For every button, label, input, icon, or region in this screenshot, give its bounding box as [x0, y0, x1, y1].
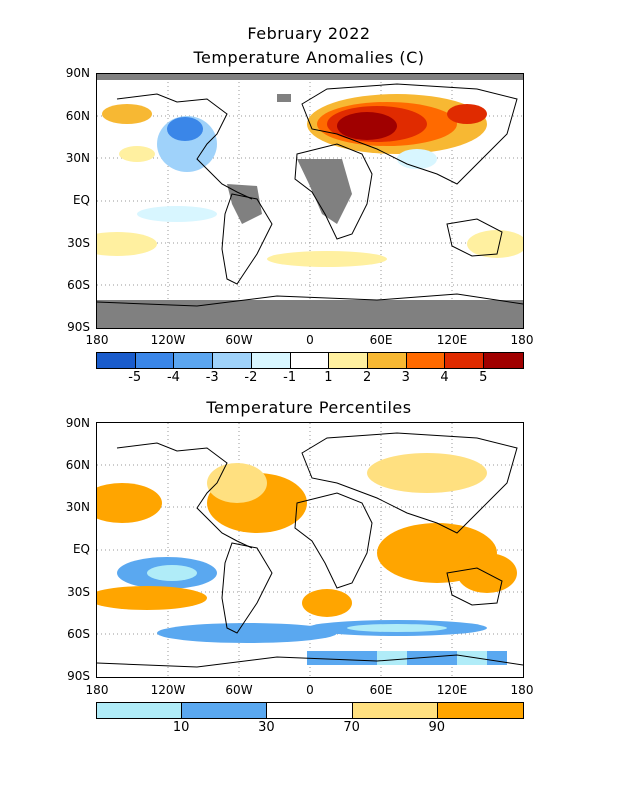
lat-label: EQ	[72, 542, 90, 556]
lon-label: 120E	[436, 333, 468, 347]
lat-label: 30N	[65, 151, 90, 165]
colorbar-label: -2	[244, 370, 258, 385]
lat-label: 60S	[67, 278, 90, 292]
colorbar-label: -5	[128, 370, 142, 385]
lat-label: 90S	[67, 669, 90, 683]
lon-label: 180	[85, 333, 109, 347]
colorbar-swatch	[437, 703, 523, 718]
lon-label: 180	[510, 683, 534, 697]
colorbar-swatch	[135, 353, 175, 368]
colorbar-label: 70	[343, 720, 360, 735]
anomaly-colorbar	[96, 352, 524, 369]
lon-label: 60E	[369, 683, 393, 697]
percentile-colorbar	[96, 702, 524, 719]
colorbar-label: 10	[172, 720, 190, 735]
colorbar-swatch	[406, 353, 446, 368]
lat-label: EQ	[72, 193, 90, 207]
lon-label: 60W	[225, 333, 253, 347]
lat-label: 30N	[65, 500, 90, 514]
lat-label: 60N	[65, 458, 90, 472]
colorbar-swatch	[290, 353, 330, 368]
lon-label: 120W	[150, 333, 186, 347]
map-title-percentiles: Temperature Percentiles	[206, 398, 412, 417]
lon-label: 0	[306, 683, 314, 697]
colorbar-swatch	[213, 353, 252, 368]
lat-label: 90N	[65, 66, 90, 80]
percentile-map	[96, 422, 524, 678]
lat-label: 90N	[65, 416, 90, 430]
lon-label: 180	[510, 333, 534, 347]
lat-label: 90S	[67, 320, 90, 334]
lon-label: 60W	[225, 683, 253, 697]
colorbar-label: -3	[205, 370, 219, 385]
colorbar-swatch	[251, 353, 291, 368]
colorbar-swatch	[174, 353, 214, 368]
colorbar-swatch	[445, 353, 485, 368]
colorbar-label: -4	[166, 370, 180, 385]
lon-label: 120E	[436, 683, 468, 697]
colorbar-swatch	[97, 703, 183, 718]
lat-label: 60S	[67, 627, 90, 641]
lon-label: 120W	[150, 683, 186, 697]
colorbar-label: 5	[479, 370, 488, 385]
colorbar-swatch	[352, 703, 438, 718]
colorbar-label: -1	[283, 370, 297, 385]
lat-label: 30S	[67, 236, 90, 250]
colorbar-swatch	[329, 353, 369, 368]
colorbar-swatch	[484, 353, 523, 368]
colorbar-label: 30	[258, 720, 275, 735]
colorbar-label: 3	[401, 370, 410, 385]
page-title: February 2022	[247, 24, 371, 43]
colorbar-swatch	[368, 353, 407, 368]
colorbar-label: 1	[324, 370, 333, 385]
colorbar-swatch	[97, 353, 136, 368]
map-title-anomalies: Temperature Anomalies (C)	[193, 48, 425, 67]
lon-label: 180	[85, 683, 109, 697]
colorbar-label: 2	[362, 370, 372, 385]
lat-label: 30S	[67, 585, 90, 599]
colorbar-label: 4	[440, 370, 449, 385]
lon-label: 60E	[369, 333, 393, 347]
anomaly-map	[96, 73, 524, 329]
lon-label: 0	[306, 333, 314, 347]
colorbar-label: 90	[428, 720, 446, 735]
colorbar-swatch	[182, 703, 268, 718]
lat-label: 60N	[65, 109, 90, 123]
colorbar-swatch	[267, 703, 353, 718]
